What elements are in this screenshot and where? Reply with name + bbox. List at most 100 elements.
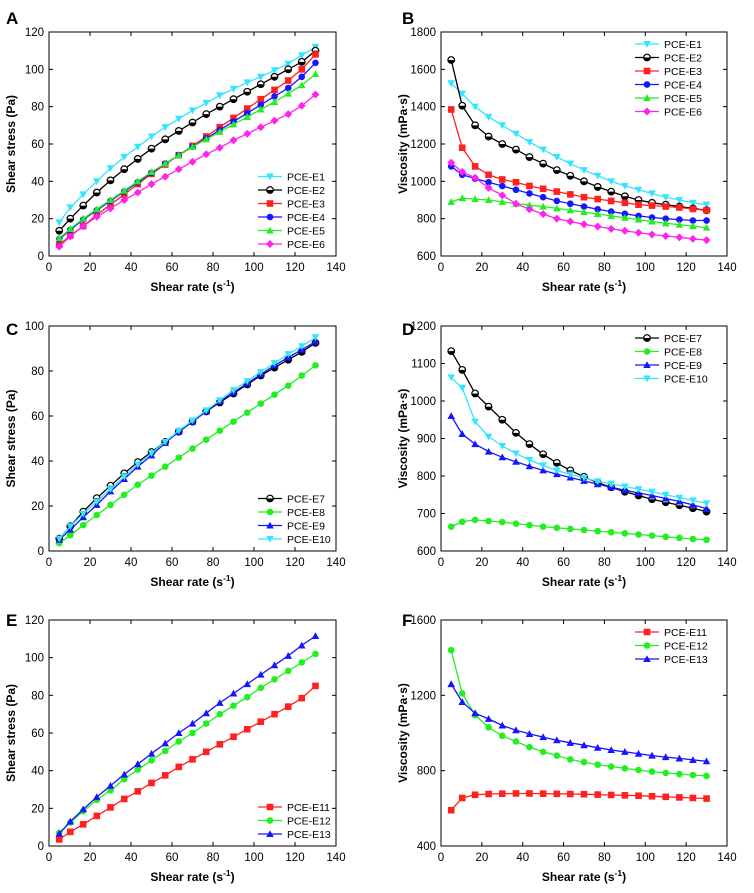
data-point	[188, 107, 197, 115]
data-point	[580, 220, 588, 229]
data-point	[215, 143, 224, 152]
legend-label: PCE-E13	[287, 829, 331, 841]
data-point	[662, 203, 670, 210]
data-point	[703, 206, 710, 214]
data-point	[243, 113, 252, 120]
data-point	[243, 378, 252, 385]
panel-label: A	[6, 9, 18, 28]
data-point	[243, 105, 251, 112]
series-pce-e5	[447, 194, 711, 231]
x-tick-label: 100	[636, 557, 655, 569]
data-point	[229, 387, 238, 394]
data-point	[676, 534, 683, 542]
data-point	[243, 79, 252, 87]
legend-label: PCE-E7	[664, 333, 702, 345]
legend-marker	[266, 803, 274, 811]
x-tick-label: 100	[636, 262, 655, 274]
y-axis-title: Shear stress (Pa)	[4, 389, 18, 487]
x-tick-label: 120	[677, 557, 696, 569]
data-point	[498, 140, 507, 148]
data-point	[526, 182, 533, 190]
data-point	[284, 703, 292, 710]
data-point	[635, 792, 642, 800]
data-point	[230, 114, 237, 122]
data-point	[161, 747, 169, 755]
data-point	[539, 202, 547, 210]
data-point	[458, 430, 467, 438]
data-point	[271, 93, 278, 100]
x-axis-title: Shear rate (s-1)	[542, 278, 626, 294]
data-point	[662, 793, 670, 801]
data-point	[567, 756, 574, 763]
data-point	[498, 518, 506, 526]
data-point	[202, 709, 211, 717]
data-point	[55, 836, 63, 843]
data-point	[229, 95, 238, 104]
data-point	[539, 185, 547, 193]
data-point	[594, 791, 601, 798]
data-point	[458, 168, 467, 176]
data-point	[566, 171, 575, 180]
data-point	[284, 351, 293, 358]
data-point	[147, 749, 156, 757]
data-point	[148, 472, 155, 479]
data-point	[525, 139, 534, 146]
panel-label: B	[402, 9, 414, 28]
data-point	[607, 178, 615, 186]
series-line	[58, 341, 316, 541]
legend-item: PCE-E11	[258, 802, 330, 814]
data-point	[92, 498, 101, 506]
y-tick-label: 40	[31, 456, 44, 468]
data-point	[161, 463, 169, 470]
series-pce-e3	[447, 106, 710, 214]
legend-marker	[266, 508, 274, 516]
data-point	[566, 217, 575, 226]
data-point	[458, 101, 467, 110]
series-pce-e13	[55, 632, 320, 837]
data-point	[512, 457, 520, 465]
x-tick-label: 20	[475, 852, 488, 864]
data-point	[312, 362, 319, 369]
data-point	[106, 196, 115, 204]
data-point	[79, 521, 87, 529]
legend-label: PCE-E13	[664, 654, 708, 666]
data-point	[512, 726, 520, 734]
y-axis-title: Shear stress (Pa)	[4, 684, 18, 782]
legend-item: PCE-E1	[258, 172, 325, 184]
data-point	[256, 670, 265, 678]
data-point	[594, 206, 601, 213]
legend-label: PCE-E6	[287, 239, 325, 251]
data-point	[202, 110, 211, 119]
x-tick-label: 0	[438, 852, 444, 864]
data-point	[216, 427, 224, 434]
data-point	[498, 790, 506, 797]
x-tick-label: 80	[598, 557, 611, 569]
legend-marker	[266, 494, 274, 503]
y-tick-label: 100	[25, 321, 44, 333]
data-point	[133, 188, 142, 197]
data-point	[202, 150, 211, 159]
x-tick-label: 120	[677, 262, 696, 274]
data-point	[648, 230, 656, 239]
data-point	[106, 204, 115, 213]
data-point	[229, 120, 238, 128]
data-point	[634, 749, 643, 757]
data-point	[484, 402, 493, 411]
y-tick-label: 1400	[410, 102, 436, 114]
series-pce-e9	[447, 412, 711, 512]
data-point	[66, 232, 75, 241]
data-point	[79, 214, 88, 222]
legend-label: PCE-E10	[664, 374, 708, 386]
series-pce-e12	[447, 646, 710, 780]
panel-label: E	[6, 611, 17, 630]
data-point	[67, 828, 74, 836]
data-point	[689, 217, 697, 224]
data-point	[66, 817, 75, 825]
data-point	[580, 758, 588, 766]
data-point	[485, 790, 492, 798]
legend-marker	[643, 348, 651, 355]
data-point	[447, 680, 456, 688]
y-tick-label: 1600	[410, 64, 436, 76]
